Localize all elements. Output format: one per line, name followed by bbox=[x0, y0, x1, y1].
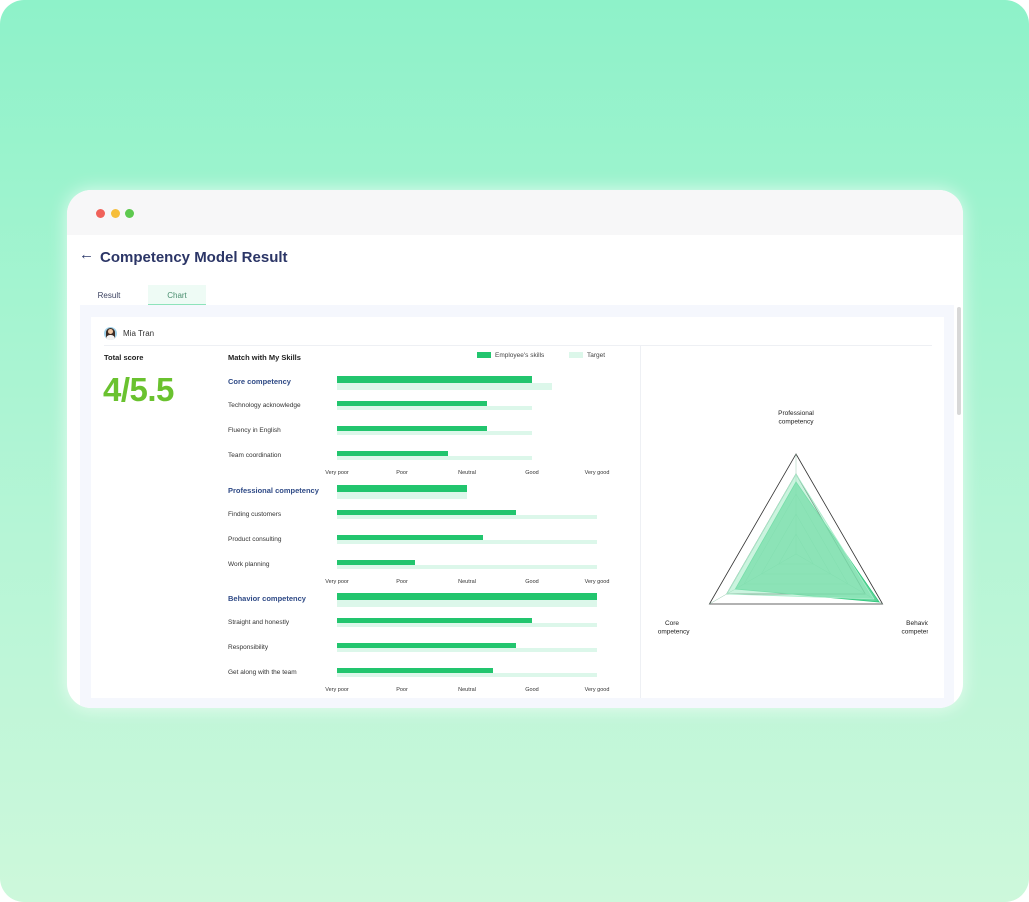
scale-label: Good bbox=[525, 687, 539, 693]
radar-axis-label: Professional competency bbox=[778, 410, 814, 426]
radar-grid-ring bbox=[708, 453, 884, 605]
scale-label: Very poor bbox=[325, 470, 349, 476]
target-bar-core-competency bbox=[337, 383, 552, 390]
tab-result[interactable]: Result bbox=[97, 291, 121, 300]
scale-label: Very good bbox=[584, 687, 610, 693]
skill-label-team-coordination: Team coordination bbox=[228, 452, 282, 459]
window-titlebar bbox=[67, 190, 963, 235]
total-score-value: 4/5.5 bbox=[103, 371, 174, 408]
legend-target-label: Target bbox=[587, 352, 606, 359]
employee-bar-team-coordination bbox=[337, 451, 448, 456]
legend-employee-swatch bbox=[477, 352, 491, 359]
target-bar-fluency-in-english bbox=[337, 430, 532, 435]
employee-bar-core-competency bbox=[337, 376, 532, 383]
skills-title: Match with My Skills bbox=[228, 353, 301, 362]
skill-label-straight-and-honestly: Straight and honestly bbox=[228, 619, 290, 626]
target-bar-product-consulting bbox=[337, 539, 597, 544]
target-bar-behavior-competency bbox=[337, 600, 597, 607]
skill-label-product-consulting: Product consulting bbox=[228, 536, 282, 543]
divider bbox=[104, 345, 932, 346]
radar-series-2 bbox=[726, 473, 875, 600]
employee-bar-professional-competency bbox=[337, 485, 467, 492]
skill-label-work-planning: Work planning bbox=[228, 561, 270, 568]
scale-label: Neutral bbox=[458, 687, 476, 693]
scale-label: Good bbox=[525, 470, 539, 476]
employee-bar-behavior-competency bbox=[337, 593, 597, 600]
target-bar-team-coordination bbox=[337, 455, 532, 460]
skill-label-responsibility: Responsibility bbox=[228, 644, 269, 651]
target-bar-professional-competency bbox=[337, 492, 467, 499]
employee-bar-work-planning bbox=[337, 560, 415, 565]
legend-employee-label: Employee's skills bbox=[495, 352, 545, 359]
app-window: ← Competency Model Result Result Chart M… bbox=[67, 190, 963, 708]
legend-target-swatch bbox=[569, 352, 583, 359]
target-bar-straight-and-honestly bbox=[337, 622, 597, 627]
legend-target: Target bbox=[569, 352, 605, 362]
employee-bar-product-consulting bbox=[337, 535, 484, 540]
skill-label-fluency-in-english: Fluency in English bbox=[228, 427, 281, 434]
employee-bar-straight-and-honestly bbox=[337, 618, 532, 623]
target-bar-get-along-with-the-team bbox=[337, 672, 597, 677]
scale-label: Very good bbox=[584, 470, 610, 476]
target-bar-finding-customers bbox=[337, 514, 597, 519]
divider bbox=[640, 345, 641, 698]
target-bar-technology-acknowledge bbox=[337, 405, 532, 410]
content-area: Mia Tran Total score 4/5.5 Match with My… bbox=[80, 305, 954, 708]
employee-bar-fluency-in-english bbox=[337, 426, 487, 431]
target-bar-responsibility bbox=[337, 647, 597, 652]
employee-bar-technology-acknowledge bbox=[337, 401, 487, 406]
scale-label: Very poor bbox=[325, 579, 349, 585]
skill-label-technology-acknowledge: Technology acknowledge bbox=[228, 402, 301, 409]
scale-label: Neutral bbox=[458, 470, 476, 476]
skill-label-finding-customers: Finding customers bbox=[228, 511, 282, 518]
scale-label: Neutral bbox=[458, 579, 476, 585]
scale-label: Poor bbox=[396, 687, 408, 693]
scale-label: Poor bbox=[396, 470, 408, 476]
avatar-icon bbox=[104, 327, 117, 340]
user-name: Mia Tran bbox=[123, 329, 155, 338]
page-title: Competency Model Result bbox=[100, 249, 288, 266]
group-title-behavior-competency: Behavior competency bbox=[228, 594, 306, 603]
scrollbar[interactable] bbox=[957, 307, 961, 415]
total-score-label: Total score bbox=[104, 353, 144, 362]
group-title-professional-competency: Professional competency bbox=[228, 486, 319, 495]
maximize-window-button[interactable] bbox=[125, 209, 134, 218]
page-header: ← Competency Model Result Result Chart bbox=[67, 235, 963, 305]
scale-label: Good bbox=[525, 579, 539, 585]
result-card: Mia Tran Total score 4/5.5 Match with My… bbox=[91, 317, 944, 698]
scale-label: Poor bbox=[396, 579, 408, 585]
scale-label: Very poor bbox=[325, 687, 349, 693]
close-window-button[interactable] bbox=[96, 209, 105, 218]
skill-label-get-along-with-the-team: Get along with the team bbox=[228, 669, 297, 676]
tab-chart[interactable]: Chart bbox=[148, 285, 206, 305]
employee-bar-responsibility bbox=[337, 643, 516, 648]
scale-label: Very good bbox=[584, 579, 610, 585]
target-bar-work-planning bbox=[337, 564, 597, 569]
legend-employee: Employee's skills bbox=[477, 352, 544, 362]
minimize-window-button[interactable] bbox=[111, 209, 120, 218]
employee-bar-finding-customers bbox=[337, 510, 516, 515]
group-title-core-competency: Core competency bbox=[228, 377, 291, 386]
employee-bar-get-along-with-the-team bbox=[337, 668, 493, 673]
arrow-left-icon[interactable]: ← bbox=[79, 246, 94, 263]
